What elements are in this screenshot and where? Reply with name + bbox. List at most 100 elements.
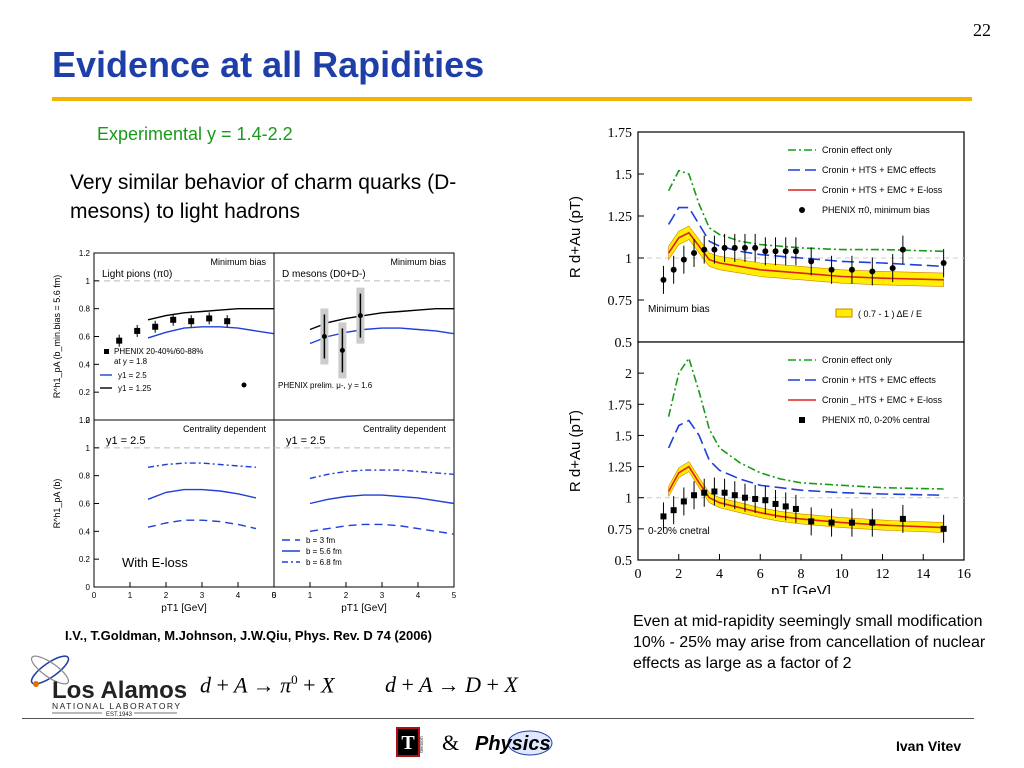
- data-point: [808, 258, 815, 265]
- page-number: 22: [973, 20, 991, 40]
- x-tick-label: 4: [716, 567, 723, 582]
- panel-left-top-right: Minimum bias D mesons (D0+D-): [273, 252, 455, 421]
- y-tick-label: 0.4: [79, 360, 91, 369]
- y-axis-label-bottom: R^h1_pA (b): [52, 479, 62, 529]
- legend-label: y1 = 1.25: [118, 384, 152, 393]
- y-tick-label: 0: [86, 416, 91, 425]
- data-point: [680, 256, 687, 263]
- data-point: [711, 488, 718, 495]
- data-point: [752, 495, 759, 502]
- data-point: [762, 248, 769, 255]
- ampersand: &: [442, 730, 460, 755]
- curve-b-6-8-fm: [309, 469, 455, 480]
- data-point: [711, 246, 718, 253]
- y-tick-label: 1.75: [608, 126, 633, 141]
- reference-citation: I.V., T.Goldman, M.Johnson, J.W.Qiu, Phy…: [65, 628, 432, 643]
- y-tick-label: 1: [86, 277, 91, 286]
- curve-b-5-6-fm: [147, 488, 257, 500]
- x-tick-label: 3: [380, 591, 385, 600]
- data-point: [321, 334, 327, 339]
- atom-icon: [30, 655, 70, 687]
- data-point: [731, 492, 738, 499]
- y-tick-label: 0.4: [79, 527, 91, 536]
- data-point: [224, 318, 231, 325]
- panel-corner-label: 0-20% cnetral: [648, 526, 710, 537]
- panel-top-label: Centrality dependent: [183, 424, 267, 434]
- x-tick-label: 0: [92, 591, 97, 600]
- data-point: [670, 507, 677, 514]
- y-axis-label: R d+Au (pT): [567, 196, 584, 278]
- x-tick-label: 12: [876, 567, 890, 582]
- data-point: [782, 248, 789, 255]
- y-tick-label: 0.75: [608, 523, 633, 538]
- data-point: [899, 515, 906, 522]
- right-figure-panels: 0.5 0.75 1 1.25 1.5 1.75 R d+Au (pT) Cronin eff…: [567, 126, 971, 594]
- y-tick-label: 0.6: [79, 500, 91, 509]
- y-axis-label-top: R^h1_pA (b_min.bias = 5.6 fm): [52, 275, 62, 399]
- legend-label: Cronin + HTS + EMC effects: [822, 165, 936, 175]
- y-tick-label: 0.8: [79, 472, 91, 481]
- equation-pion-production: d + A → π0 + X: [200, 672, 335, 698]
- data-point: [701, 489, 708, 496]
- logo-sub: NATIONAL LABORATORY: [52, 701, 182, 711]
- curve-y1-2-5: [147, 326, 275, 339]
- data-point: [670, 266, 677, 273]
- y-tick-label: 1.25: [608, 210, 633, 225]
- author-name: Ivan Vitev: [896, 738, 962, 754]
- curve-b-5-6-fm: [309, 494, 455, 505]
- y-tick-label: 0.75: [608, 294, 633, 309]
- data-point: [848, 266, 855, 273]
- data-point: [134, 327, 141, 334]
- x-tick-label: 6: [757, 567, 764, 582]
- data-point: [741, 494, 748, 501]
- curve-cronin-effect-only: [667, 356, 944, 490]
- midrapidity-note: Even at mid-rapidity seemingly small mod…: [633, 613, 986, 672]
- legend-label: b = 3 fm: [306, 536, 335, 545]
- curve-cronin-hts-emc-e-loss: [667, 231, 944, 281]
- y-tick-label: 0: [86, 583, 91, 592]
- data-point: [792, 505, 799, 512]
- curve-cronin-effect-only: [667, 169, 944, 253]
- data-point: [721, 489, 728, 496]
- data-point: [691, 492, 698, 499]
- data-point: [116, 337, 123, 344]
- panel-top-label: Minimum bias: [210, 257, 266, 267]
- legend-label: Cronin + HTS + EMC effects: [822, 375, 936, 385]
- band-legend-swatch: [835, 308, 853, 318]
- data-point: [772, 500, 779, 507]
- curve-b-3-fm: [309, 523, 455, 535]
- curve-b-3-fm: [147, 519, 257, 530]
- y-axis-label: R d+Au (pT): [567, 410, 584, 492]
- legend-label: Cronin _ HTS + EMC + E-loss: [822, 395, 943, 405]
- y-tick-label: 1: [86, 444, 91, 453]
- data-point: [940, 260, 947, 267]
- title-underline: [52, 97, 972, 101]
- panel-top-label: Minimum bias: [390, 257, 446, 267]
- svg-text:Physics: Physics: [475, 733, 551, 755]
- y-tick-label: 1.5: [615, 429, 633, 444]
- y-tick-label: 2: [625, 367, 632, 382]
- x-tick-label: 2: [344, 591, 349, 600]
- curve-cronin-hts-emc-e-loss: [667, 465, 944, 529]
- band-legend-label: ( 0.7 - 1 ) ΔE / E: [858, 309, 922, 319]
- data-point: [899, 246, 906, 253]
- legend-marker: [799, 207, 805, 213]
- legend-label: b = 6.8 fm: [306, 558, 342, 567]
- eloss-label: With E-loss: [122, 555, 188, 570]
- legend-label: Cronin effect only: [822, 145, 892, 155]
- x-axis-label: pT1 [GeV]: [161, 603, 207, 614]
- legend-label: Cronin + HTS + EMC + E-loss: [822, 185, 943, 195]
- data-point: [152, 323, 159, 330]
- y-tick-label: 0.2: [79, 555, 91, 564]
- data-point: [869, 268, 876, 275]
- data-point: [170, 316, 177, 323]
- panel-right-bottom: 0.5 0.75 1 1.25 1.5 1.75 2 R d+Au (pT) Cronin ef…: [567, 341, 971, 594]
- data-point: [357, 313, 363, 319]
- x-tick-label: 0: [635, 567, 642, 582]
- y-tick-label: 0.6: [79, 333, 91, 342]
- legend-marker-square: [104, 349, 109, 354]
- y-tick-label: 1.25: [608, 461, 633, 476]
- data-point: [680, 498, 687, 505]
- x-tick-label: 10: [835, 567, 849, 582]
